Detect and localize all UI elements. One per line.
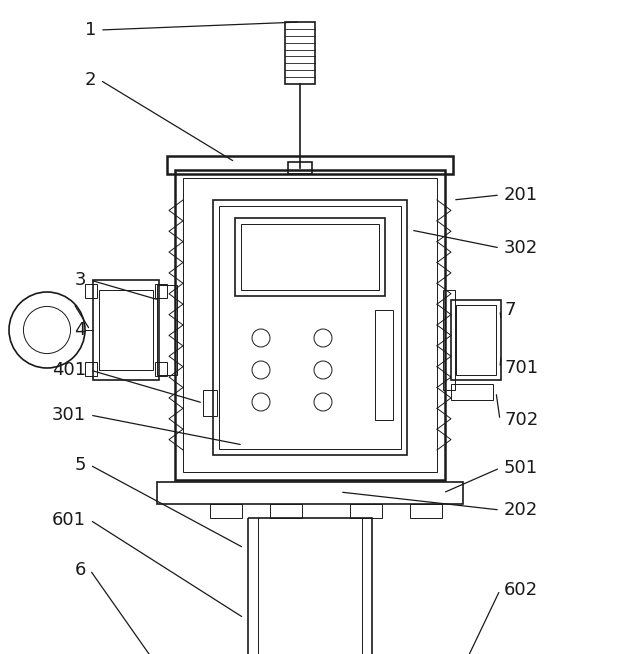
Bar bbox=[285, 22, 315, 84]
Bar bbox=[443, 290, 455, 390]
Text: 1: 1 bbox=[84, 21, 96, 39]
Text: 301: 301 bbox=[52, 406, 86, 424]
Bar bbox=[288, 162, 312, 174]
Text: 7: 7 bbox=[504, 301, 515, 319]
Text: 3: 3 bbox=[74, 271, 86, 289]
Bar bbox=[93, 280, 159, 380]
Bar bbox=[350, 504, 382, 518]
Bar bbox=[241, 224, 379, 290]
Text: 5: 5 bbox=[74, 456, 86, 474]
Text: 501: 501 bbox=[504, 459, 538, 477]
Bar bbox=[248, 518, 372, 654]
Bar bbox=[451, 300, 501, 380]
Bar bbox=[155, 362, 167, 376]
Bar bbox=[85, 284, 97, 298]
Bar bbox=[213, 200, 407, 455]
Bar bbox=[99, 290, 153, 370]
Bar bbox=[157, 285, 177, 375]
Text: 6: 6 bbox=[74, 561, 86, 579]
Text: 602: 602 bbox=[504, 581, 538, 599]
Text: 201: 201 bbox=[504, 186, 538, 204]
Text: 4: 4 bbox=[74, 321, 86, 339]
Bar bbox=[451, 384, 493, 400]
Bar bbox=[155, 284, 167, 298]
Bar bbox=[175, 170, 445, 480]
Bar bbox=[157, 482, 463, 504]
Text: 701: 701 bbox=[504, 359, 538, 377]
Bar bbox=[456, 305, 496, 375]
Bar bbox=[210, 504, 242, 518]
Text: 401: 401 bbox=[52, 361, 86, 379]
Text: 202: 202 bbox=[504, 501, 538, 519]
Bar bbox=[167, 156, 453, 174]
Bar bbox=[270, 504, 302, 518]
Bar bbox=[235, 218, 385, 296]
Bar bbox=[375, 310, 393, 420]
Bar bbox=[203, 390, 217, 416]
Bar bbox=[410, 504, 442, 518]
Bar bbox=[219, 206, 401, 449]
Bar bbox=[183, 178, 437, 472]
Text: 302: 302 bbox=[504, 239, 538, 257]
Text: 702: 702 bbox=[504, 411, 538, 429]
Text: 601: 601 bbox=[52, 511, 86, 529]
Text: 2: 2 bbox=[84, 71, 96, 89]
Bar bbox=[85, 362, 97, 376]
